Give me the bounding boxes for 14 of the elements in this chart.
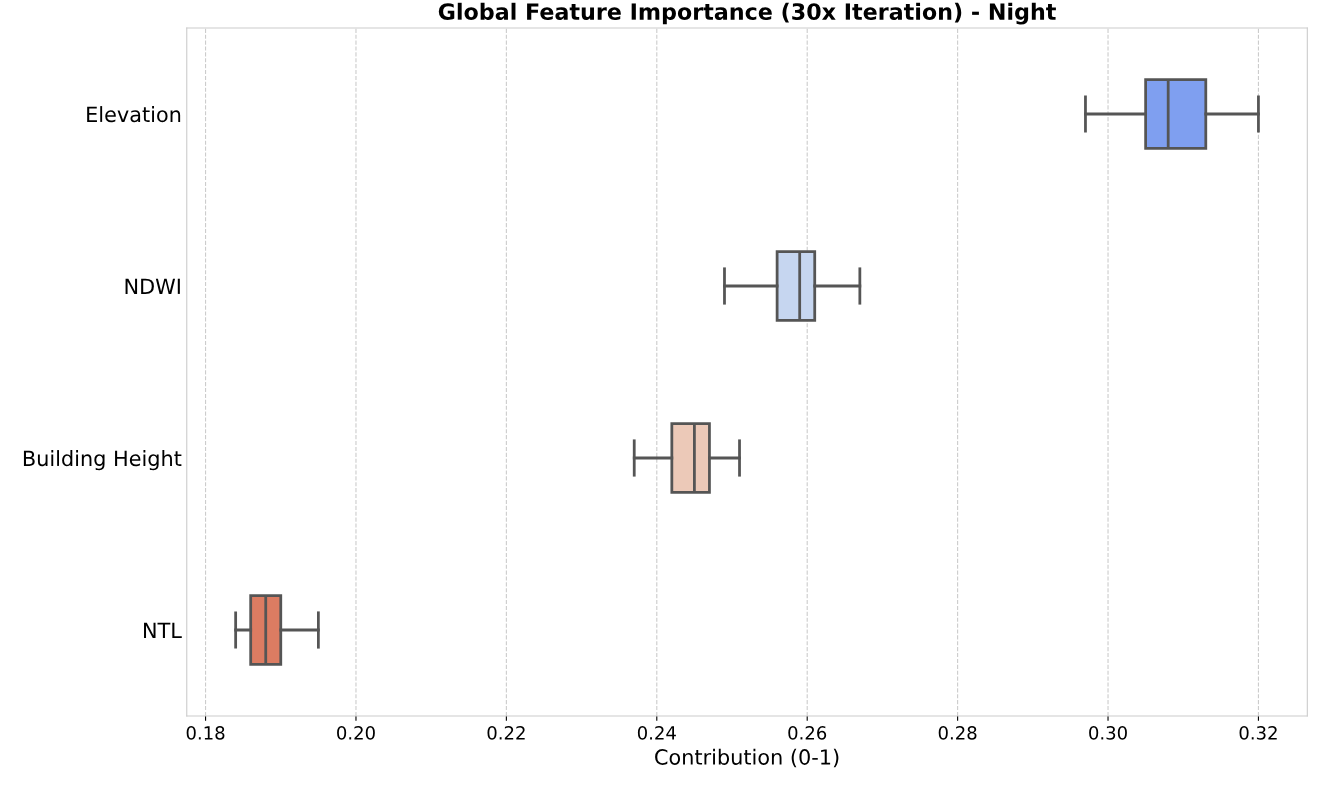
x-tick-label: 0.18 <box>186 726 225 740</box>
x-tick-label: 0.32 <box>1239 726 1277 740</box>
x-axis-title: Contribution (0-1) <box>655 748 839 768</box>
x-tick-label: 0.26 <box>788 726 827 740</box>
x-tick-label: 0.22 <box>487 726 525 740</box>
y-tick-label: NDWI <box>125 278 180 294</box>
y-tick-label: Elevation <box>87 106 181 123</box>
x-tick-label: 0.20 <box>337 726 375 740</box>
x-tick-label: 0.30 <box>1089 726 1127 740</box>
y-tick-label: Building Height <box>23 450 182 471</box>
y-tick-label: NTL <box>144 622 182 638</box>
x-tick-label: 0.24 <box>637 726 676 740</box>
x-tick-label: 0.28 <box>938 726 977 740</box>
chart-title: Global Feature Importance (30x Iteration) - Night <box>438 2 1056 25</box>
